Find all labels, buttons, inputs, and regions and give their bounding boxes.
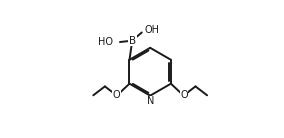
Text: HO: HO [98,37,113,47]
Text: N: N [147,96,154,106]
Text: B: B [129,36,136,46]
Text: O: O [113,90,120,100]
Text: OH: OH [145,25,160,35]
Text: O: O [180,90,188,100]
